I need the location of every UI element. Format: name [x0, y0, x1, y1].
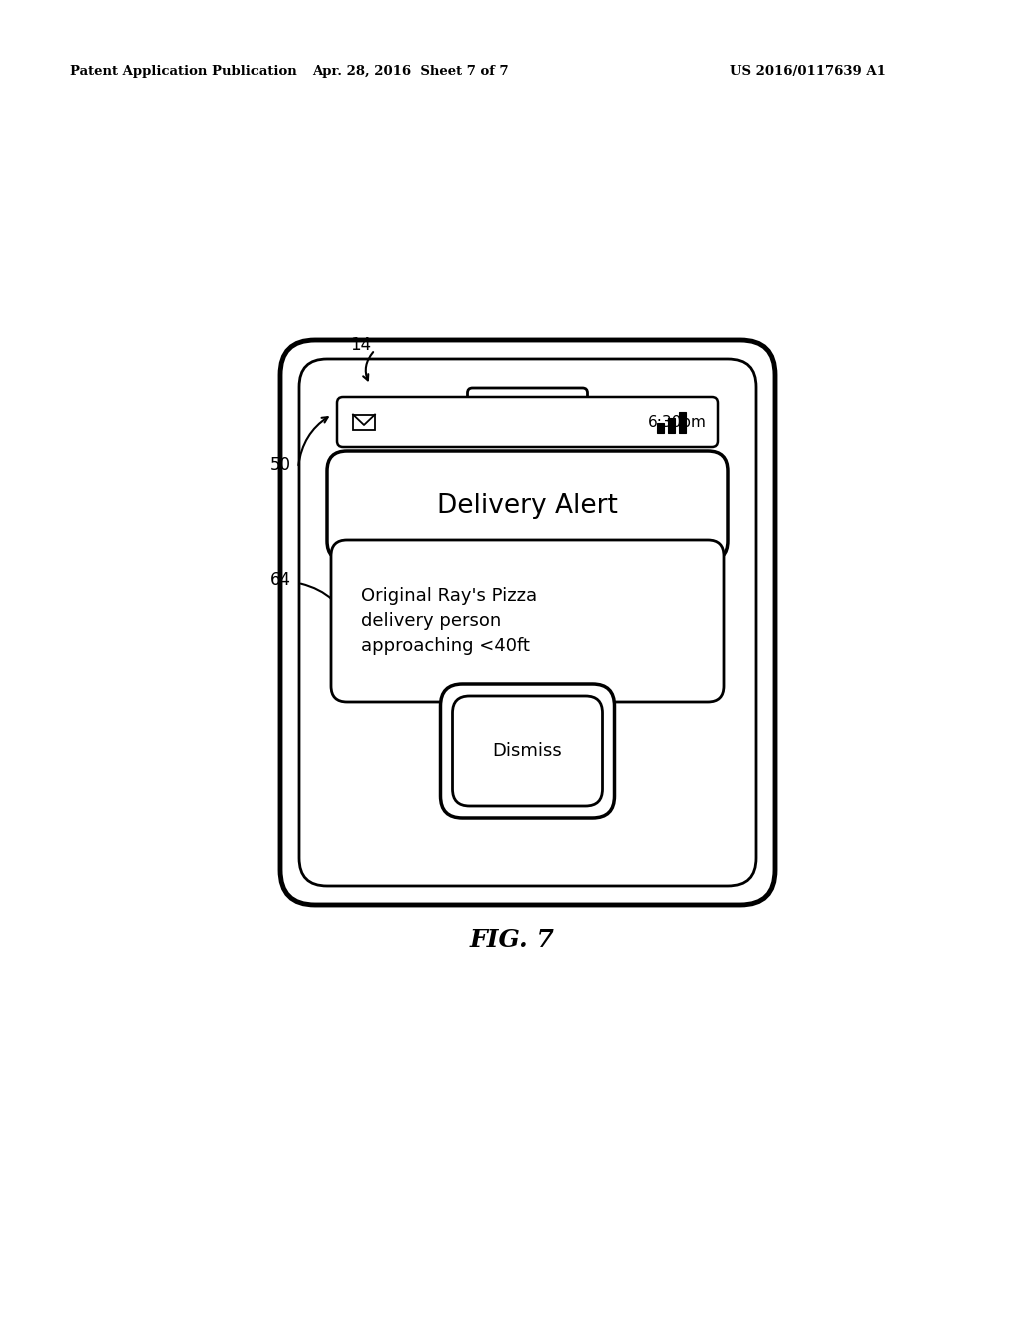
FancyBboxPatch shape	[337, 397, 718, 447]
FancyBboxPatch shape	[280, 341, 775, 906]
Text: 6:30pm: 6:30pm	[648, 414, 707, 429]
FancyBboxPatch shape	[468, 388, 588, 411]
Bar	[353, 414, 375, 429]
FancyBboxPatch shape	[327, 451, 728, 561]
Text: US 2016/0117639 A1: US 2016/0117639 A1	[730, 66, 886, 78]
Text: Dismiss: Dismiss	[493, 742, 562, 760]
Text: FIG. 7: FIG. 7	[470, 928, 554, 952]
Text: 50: 50	[270, 455, 291, 474]
Text: Apr. 28, 2016  Sheet 7 of 7: Apr. 28, 2016 Sheet 7 of 7	[311, 66, 508, 78]
Bar	[668, 418, 675, 433]
Text: Delivery Alert: Delivery Alert	[437, 492, 617, 519]
FancyBboxPatch shape	[440, 684, 614, 818]
Bar	[657, 422, 664, 433]
Bar	[679, 412, 686, 433]
FancyBboxPatch shape	[299, 359, 756, 886]
Text: 64: 64	[270, 572, 291, 589]
FancyBboxPatch shape	[331, 540, 724, 702]
Text: Patent Application Publication: Patent Application Publication	[70, 66, 297, 78]
Text: Original Ray's Pizza
delivery person
approaching <40ft: Original Ray's Pizza delivery person app…	[361, 587, 538, 655]
Text: 14: 14	[350, 337, 371, 354]
FancyBboxPatch shape	[453, 696, 602, 807]
